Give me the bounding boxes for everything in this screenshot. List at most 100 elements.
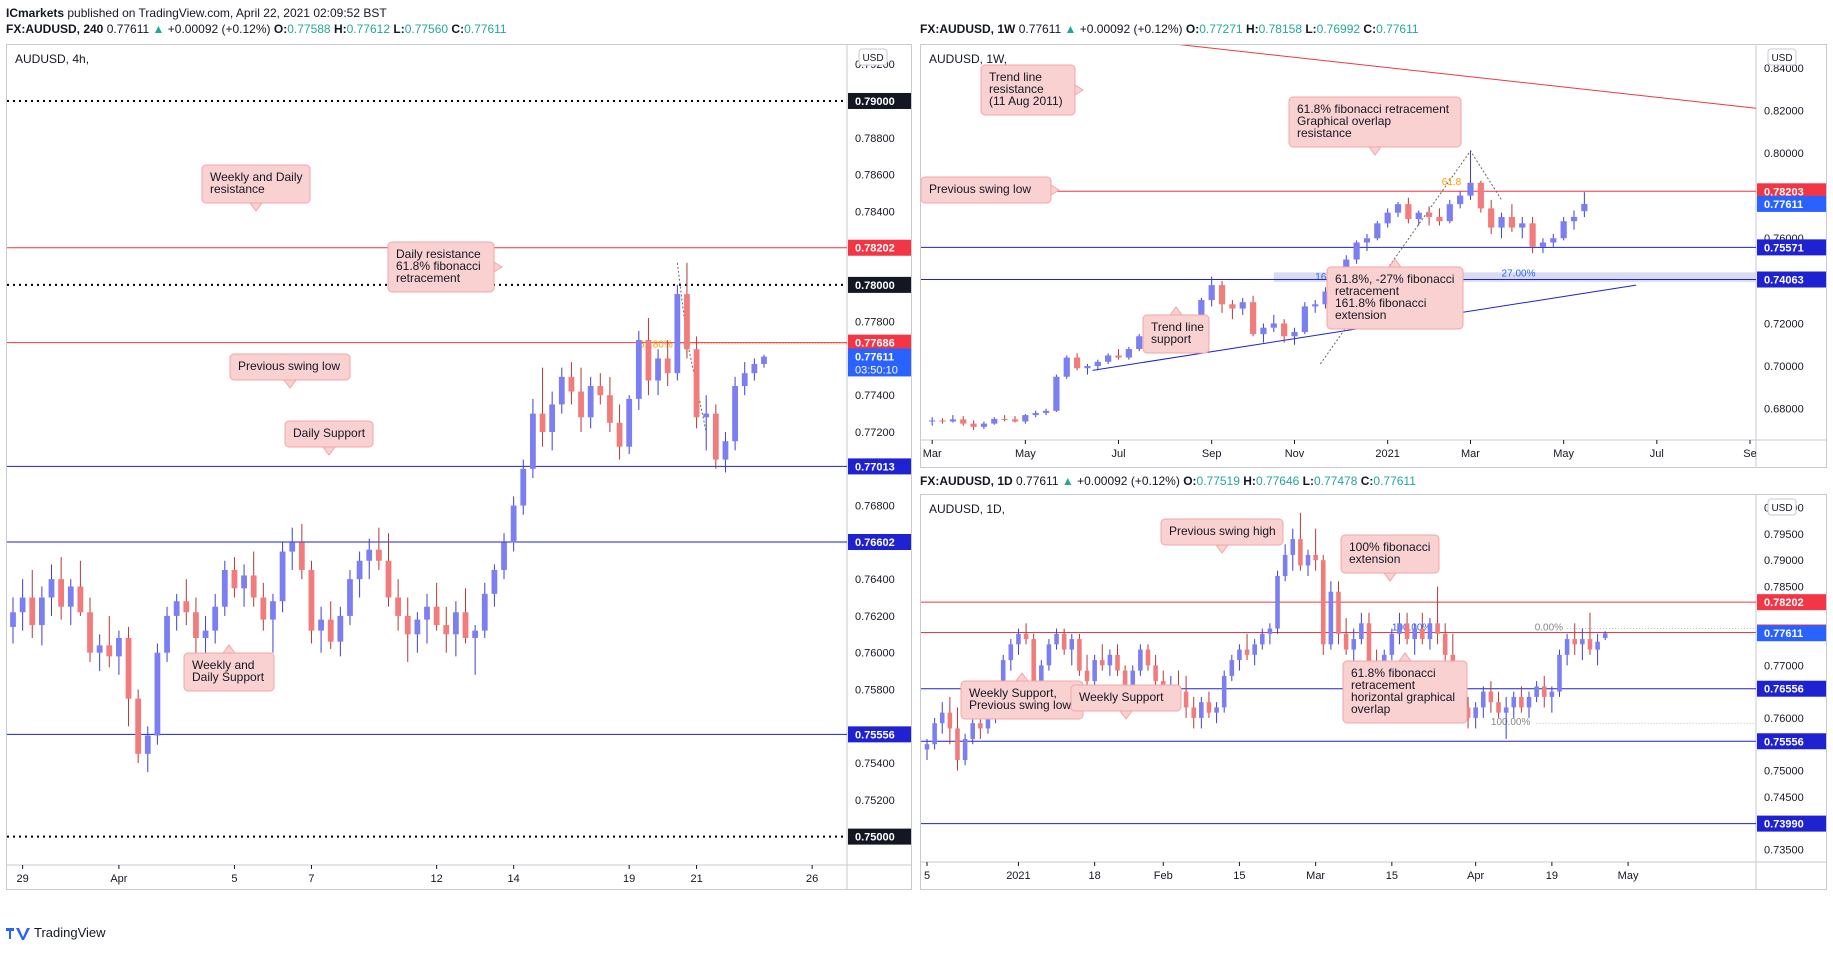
symbol-label: FX:AUDUSD, 240 (6, 22, 104, 36)
price-tag-label: 0.77686 (855, 338, 895, 350)
x-tick-label: Mar (1306, 870, 1325, 882)
plot-area (921, 495, 1756, 862)
y-tick-label: 0.70000 (1764, 361, 1804, 373)
candle-body (1564, 639, 1570, 655)
candle-body (932, 723, 937, 745)
candle-body (327, 619, 334, 642)
candle-body (1550, 238, 1557, 243)
candle-body (1529, 223, 1536, 247)
tradingview-logo[interactable]: TradingView (6, 925, 106, 940)
candle-body (1320, 560, 1326, 645)
candle-body (414, 619, 421, 635)
callout-text: 61.8% fibonacci (396, 259, 481, 273)
close-value: 0.77611 (464, 22, 507, 36)
candle-body (1218, 285, 1226, 305)
close-value: 0.77611 (1373, 474, 1416, 488)
change-arrow-icon: ▲ (1064, 22, 1077, 36)
candle-body (289, 542, 296, 552)
high-value: 0.77612 (346, 22, 391, 36)
candle-body (1115, 355, 1122, 358)
callout-text: Weekly Support (1079, 690, 1164, 704)
candle-body (985, 717, 991, 729)
w1-chart-panel[interactable]: 0.84000 0.82000 0.80000 0.76000 0.72000 0.700… (920, 44, 1827, 468)
callout-text: 161.8% fibonacci (1335, 296, 1426, 310)
candle-body (578, 391, 584, 418)
candle-body (1061, 633, 1067, 650)
x-tick-label: Sep (1202, 448, 1222, 460)
w1-chart-svg[interactable]: 0.840000.820000.800000.760000.720000.700… (921, 45, 1827, 468)
candle-body (347, 579, 353, 616)
candle-body (125, 637, 132, 699)
candle-body (1322, 291, 1329, 305)
candle-body (1511, 696, 1517, 708)
candle-body (1092, 660, 1097, 682)
x-tick-label: 5 (231, 873, 237, 885)
candle-body (1496, 702, 1501, 713)
callout-text: extension (1349, 552, 1400, 566)
candle-body (1328, 591, 1334, 645)
price-tag-label: 0.78203 (1764, 186, 1804, 198)
open-value: 0.77271 (1199, 22, 1243, 36)
candle-body (751, 363, 758, 374)
chart-legend: AUDUSD, 1W, (929, 52, 1007, 66)
h4-header: FX:AUDUSD, 240 0.77611 ▲ +0.00092 (+0.12… (6, 22, 507, 36)
w1-header: FX:AUDUSD, 1W 0.77611 ▲ +0.00092 (+0.12%… (920, 22, 1419, 36)
candle-body (38, 597, 45, 626)
candle-body (1539, 242, 1547, 247)
publisher-author: ICmarkets (6, 6, 65, 20)
callout-text: Weekly and (192, 658, 254, 672)
h4-chart-svg[interactable]: 0.792000.788000.786000.784000.780000.778… (7, 45, 912, 890)
x-tick-label: 12 (431, 873, 443, 885)
x-tick-label: 15 (1386, 870, 1398, 882)
candle-body (183, 601, 190, 613)
candle-body (1022, 415, 1029, 422)
candle-body (1105, 355, 1112, 362)
x-tick-label: 2021 (1375, 448, 1399, 460)
candle-body (1298, 539, 1303, 566)
last-price: 0.77611 (106, 22, 150, 36)
fib-swing-line (1319, 149, 1502, 365)
candle-body (1011, 419, 1019, 422)
x-tick-label: 2021 (1006, 870, 1030, 882)
d1-chart-panel[interactable]: 0.800000.795000.790000.785000.770000.760… (920, 494, 1827, 890)
candle-body (1208, 285, 1215, 301)
candle-body (1291, 331, 1298, 337)
candle-body (626, 398, 633, 447)
symbol-label: FX:AUDUSD, 1D (920, 474, 1013, 488)
d1-chart-svg[interactable]: 0.800000.795000.790000.785000.770000.760… (921, 495, 1827, 890)
candle-body (1446, 204, 1453, 222)
candle-body (1457, 195, 1464, 205)
candle-body (270, 601, 276, 620)
y-tick-label: 0.80000 (1764, 148, 1804, 160)
callout-pointer (222, 644, 236, 654)
candle-body (221, 569, 228, 607)
candle-body (1206, 702, 1212, 713)
callout-text: retracement (1335, 284, 1400, 298)
price-tag (848, 334, 911, 351)
callout-pointer (1169, 306, 1183, 316)
candle-body (539, 413, 546, 433)
h4-chart-panel[interactable]: 0.792000.788000.786000.784000.780000.778… (6, 44, 912, 890)
candle-body (1508, 216, 1516, 228)
candle-body (949, 419, 956, 422)
fib-label: 61.8 (1442, 177, 1462, 188)
candle-body (48, 579, 55, 598)
candle-body (395, 597, 402, 616)
brand-name: TradingView (34, 925, 106, 940)
countdown-label: 03:50:10 (855, 364, 898, 376)
candle-body (741, 373, 748, 387)
candle-body (991, 418, 998, 424)
candle-body (58, 579, 65, 607)
candle-body (960, 419, 967, 424)
candle-body (366, 549, 373, 561)
candle-body (1290, 539, 1296, 555)
candle-body (1031, 639, 1036, 687)
candle-body (1074, 357, 1081, 369)
candle-body (193, 612, 199, 638)
candle-body (308, 569, 315, 631)
candle-body (1229, 304, 1236, 309)
candle-body (1557, 654, 1562, 692)
price-tag (1757, 239, 1826, 256)
fib-label: 100.00% (1392, 623, 1432, 634)
callout-text: 61.8% fibonacci (1351, 666, 1436, 680)
